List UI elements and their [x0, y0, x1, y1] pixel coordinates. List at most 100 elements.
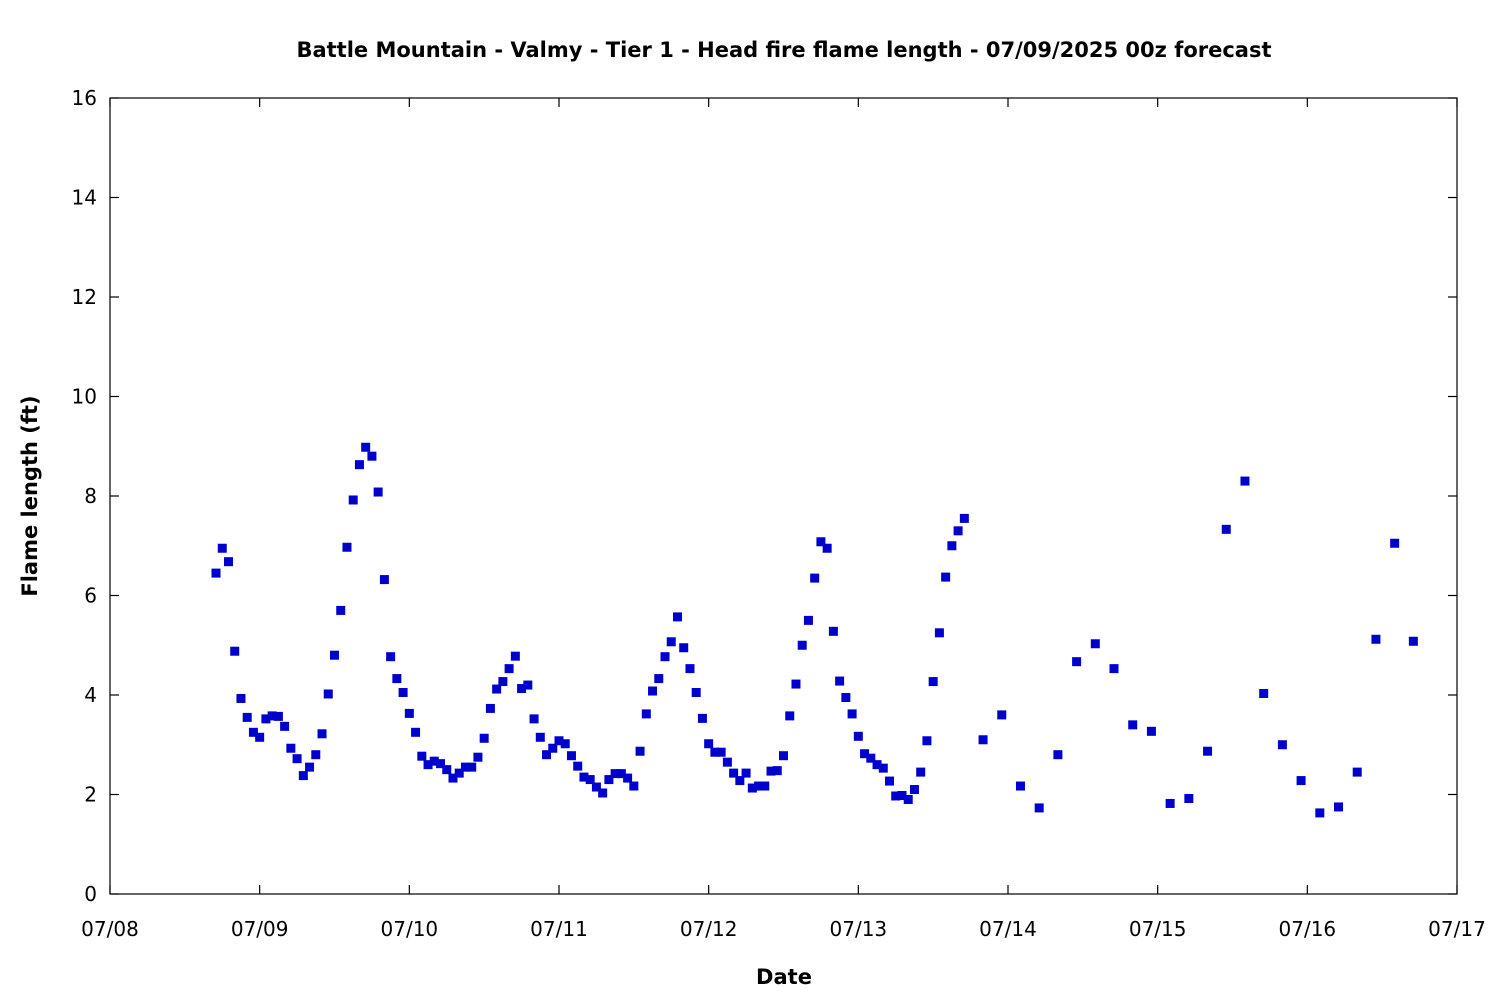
data-point — [1034, 803, 1044, 813]
y-axis: 0 2 4 6 8 10 12 14 16 — [72, 86, 1457, 906]
data-point — [666, 637, 676, 647]
y-tick-label: 6 — [84, 584, 97, 608]
x-tick-label: 07/13 — [830, 917, 888, 941]
data-point — [816, 537, 826, 547]
data-point — [286, 743, 296, 753]
data-point — [1334, 802, 1344, 812]
data-point — [585, 775, 595, 785]
data-point — [847, 709, 857, 719]
data-point — [1221, 524, 1231, 534]
data-point — [460, 762, 470, 772]
data-point — [623, 773, 633, 783]
data-point — [330, 650, 339, 660]
data-point — [442, 765, 452, 775]
data-point — [423, 760, 433, 770]
data-point — [479, 733, 489, 743]
data-point — [267, 711, 277, 721]
data-point — [579, 772, 589, 782]
data-point — [398, 688, 408, 698]
data-point — [467, 762, 477, 772]
data-point — [298, 771, 308, 781]
data-point — [554, 736, 564, 746]
data-point — [1203, 746, 1213, 756]
data-point — [953, 526, 963, 536]
data-point — [523, 680, 533, 690]
data-point — [635, 746, 645, 756]
data-point — [604, 775, 614, 785]
data-point — [1165, 798, 1175, 808]
data-point — [342, 542, 352, 552]
data-point — [928, 677, 938, 687]
x-axis: 07/08 07/09 07/10 07/11 07/12 07/13 07/14 07/15… — [81, 98, 1486, 941]
y-tick-label: 12 — [72, 285, 97, 309]
x-tick-label: 07/15 — [1129, 917, 1187, 941]
data-point — [361, 442, 371, 452]
data-point — [436, 759, 446, 769]
data-point — [866, 753, 876, 763]
data-point — [997, 710, 1007, 720]
data-point — [741, 768, 751, 778]
data-point — [323, 689, 333, 699]
data-point — [785, 711, 795, 721]
data-point — [922, 736, 932, 746]
data-point — [317, 729, 327, 739]
data-point — [454, 768, 464, 778]
data-point — [903, 794, 913, 804]
data-point — [791, 679, 801, 689]
data-point — [704, 739, 714, 749]
data-point — [860, 749, 870, 759]
data-point — [947, 541, 957, 551]
data-point — [548, 743, 558, 753]
data-point — [1109, 664, 1119, 674]
data-point — [660, 652, 670, 662]
data-point — [909, 785, 919, 795]
data-point — [273, 711, 283, 721]
data-point — [822, 543, 832, 553]
data-point — [797, 640, 807, 650]
data-point — [828, 626, 838, 636]
data-point — [722, 757, 732, 767]
data-point — [498, 677, 508, 687]
data-point — [448, 773, 458, 783]
data-point — [292, 754, 302, 764]
y-tick-label: 0 — [84, 882, 97, 906]
data-point — [1184, 793, 1194, 803]
data-point — [1371, 634, 1381, 644]
data-point — [542, 750, 552, 760]
data-point — [473, 752, 483, 762]
data-point — [679, 643, 689, 653]
data-point — [573, 761, 583, 771]
data-point — [591, 782, 601, 792]
data-point — [610, 769, 620, 779]
data-point — [248, 727, 258, 737]
y-tick-label: 16 — [72, 86, 97, 110]
plot-frame — [109, 97, 1458, 895]
data-point — [878, 763, 888, 773]
data-point — [373, 487, 383, 497]
data-point — [217, 543, 227, 553]
data-point — [411, 727, 421, 737]
x-tick-label: 07/16 — [1279, 917, 1337, 941]
data-point — [1315, 808, 1325, 818]
data-point — [766, 766, 776, 776]
data-point — [504, 664, 514, 674]
data-point — [211, 568, 221, 578]
data-point — [517, 684, 527, 694]
data-point — [510, 651, 520, 661]
data-point — [598, 788, 608, 798]
y-tick-label: 10 — [72, 385, 97, 409]
data-point — [1277, 740, 1287, 750]
data-point — [429, 756, 439, 766]
data-point — [810, 573, 820, 583]
y-axis-label: Flame length (ft) — [18, 395, 42, 596]
data-point — [1128, 720, 1138, 730]
data-point — [223, 557, 233, 567]
data-point — [747, 783, 757, 793]
y-tick-label: 4 — [84, 683, 97, 707]
data-point — [835, 676, 845, 686]
y-tick-label: 2 — [84, 783, 97, 807]
data-point — [560, 739, 570, 749]
data-point — [404, 708, 414, 718]
x-tick-label: 07/14 — [979, 917, 1037, 941]
data-point — [616, 769, 626, 779]
